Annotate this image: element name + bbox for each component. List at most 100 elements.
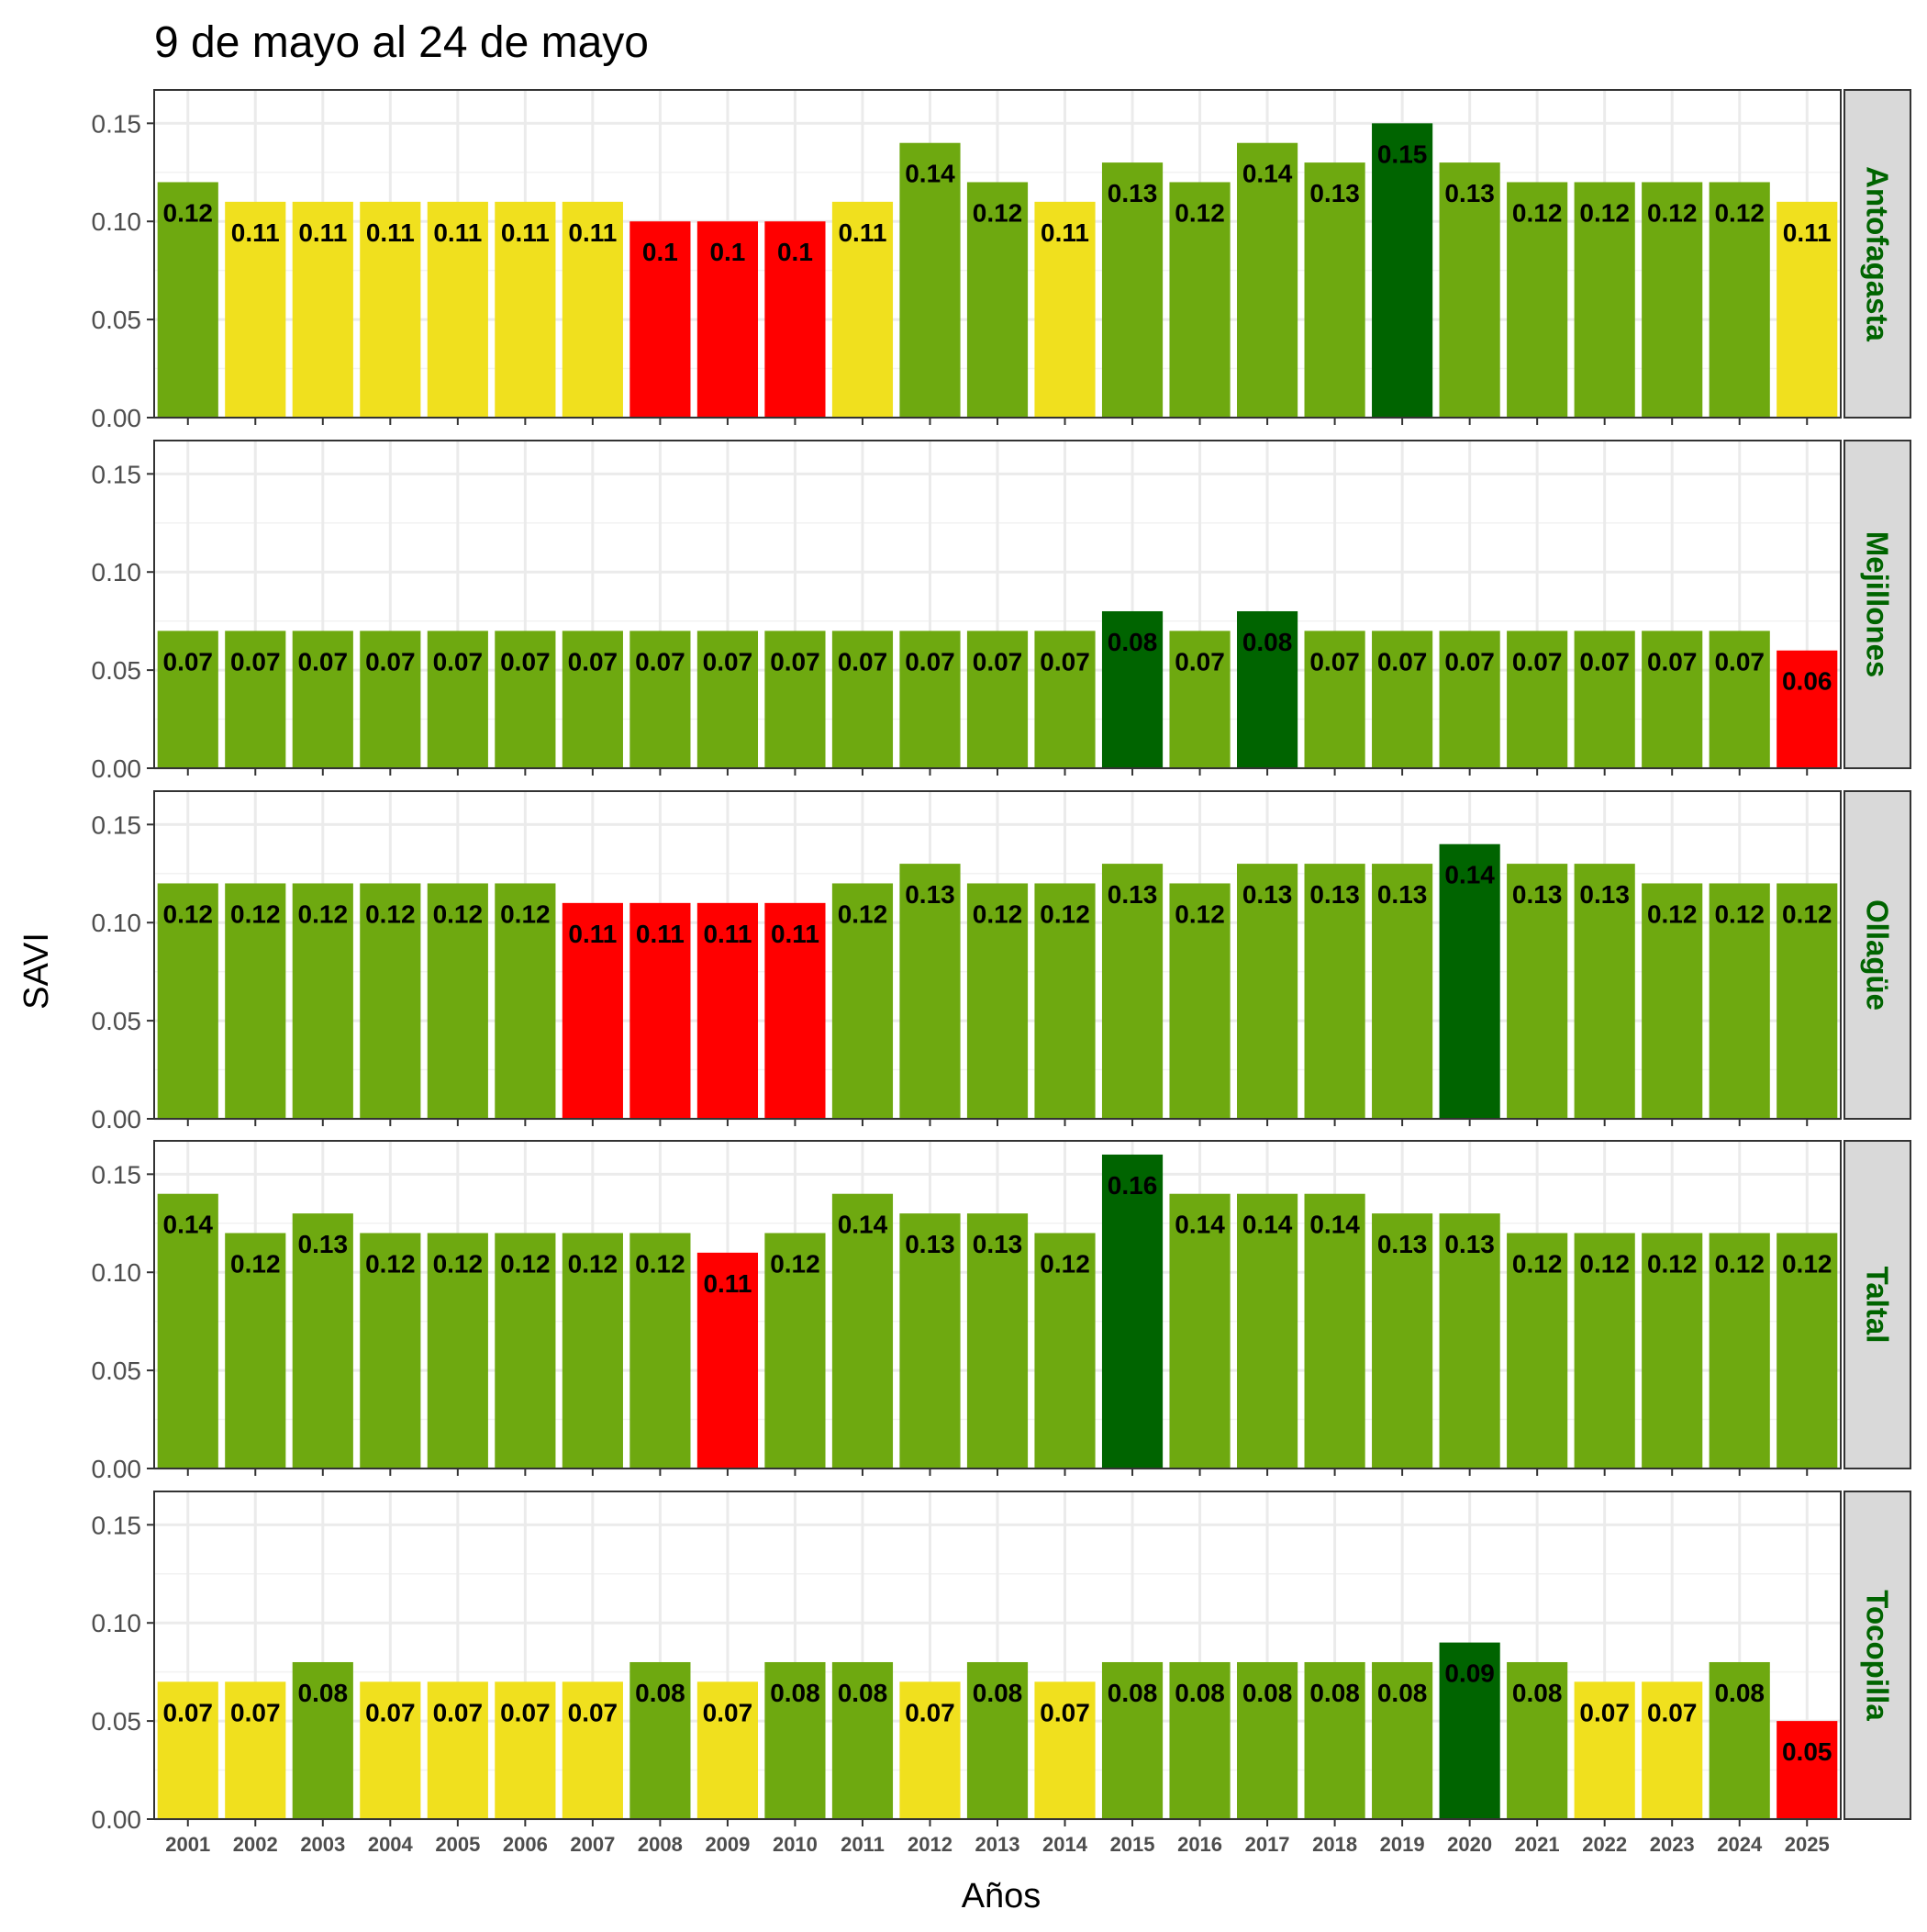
bar-2009 [696,1681,759,1819]
bar-value-label: 0.11 [1041,218,1089,247]
bar-value-label: 0.14 [1309,1211,1360,1239]
bar-value-label: 0.13 [1377,1230,1428,1258]
bar-value-label: 0.11 [433,218,482,247]
bar-value-label: 0.08 [1175,1679,1225,1707]
bar-value-label: 0.14 [1242,160,1293,188]
bar-value-label: 0.13 [1444,1230,1495,1258]
bar-value-label: 0.12 [1512,198,1563,227]
bar-2012 [899,864,961,1119]
bar-2010 [764,221,826,418]
x-tick-label: 2023 [1650,1833,1695,1856]
bar-2016 [1169,1661,1231,1819]
bar-value-label: 0.07 [1377,647,1428,676]
bar-2023 [1642,631,1703,768]
x-tick-label: 2013 [975,1833,1020,1856]
bar-2004 [360,1233,421,1469]
bar-value-label: 0.07 [568,1698,618,1726]
bar-value-label: 0.08 [1714,1679,1765,1707]
bar-2008 [629,1233,691,1469]
bar-value-label: 0.07 [1647,647,1698,676]
bar-2024 [1709,883,1770,1119]
bar-2016 [1169,1193,1231,1469]
bar-value-label: 0.13 [1444,179,1495,207]
bar-2025 [1777,883,1838,1119]
bar-value-label: 0.14 [163,1211,214,1239]
bar-value-label: 0.11 [298,218,347,247]
bar-value-label: 0.12 [635,1249,685,1278]
bar-value-label: 0.13 [905,880,955,909]
bar-value-label: 0.12 [365,1249,416,1278]
bar-2017 [1236,1193,1298,1469]
bar-2021 [1507,1661,1568,1819]
bar-value-label: 0.07 [298,647,349,676]
bar-2013 [966,182,1029,418]
bar-value-label: 0.07 [1714,647,1765,676]
facet-strip [1843,1491,1911,1820]
bar-2022 [1574,1233,1635,1469]
facet-strip [1843,1140,1911,1469]
bar-2025 [1777,201,1838,418]
bar-value-label: 0.12 [365,899,416,928]
bar-value-label: 0.09 [1444,1659,1495,1688]
x-tick-label: 2005 [435,1833,480,1856]
bar-2003 [292,631,353,768]
bar-value-label: 0.16 [1108,1171,1158,1200]
bar-value-label: 0.12 [770,1249,820,1278]
y-tick-label: 0.10 [92,1258,142,1287]
bar-2001 [157,883,218,1119]
bar-value-label: 0.12 [973,899,1023,928]
x-tick-label: 2010 [773,1833,818,1856]
bar-2014 [1034,1233,1096,1469]
bar-value-label: 0.07 [1175,647,1225,676]
bar-value-label: 0.07 [1040,647,1090,676]
x-tick-label: 2019 [1380,1833,1425,1856]
bar-2010 [764,1233,826,1469]
bar-value-label: 0.14 [1175,1211,1225,1239]
bar-2001 [157,182,218,418]
bar-value-label: 0.11 [568,920,617,948]
bar-value-label: 0.12 [230,899,281,928]
bar-value-label: 0.07 [1579,647,1630,676]
bar-2016 [1169,182,1231,418]
bar-value-label: 0.12 [1647,1249,1698,1278]
bar-2020 [1439,1213,1500,1469]
bar-2015 [1101,610,1164,768]
bar-value-label: 0.07 [1647,1698,1698,1726]
bar-value-label: 0.1 [777,238,813,266]
bar-value-label: 0.07 [1444,647,1495,676]
bar-2018 [1304,864,1365,1119]
bar-value-label: 0.07 [635,647,685,676]
y-tick-label: 0.00 [92,1105,142,1134]
bar-2014 [1034,1681,1096,1819]
bar-value-label: 0.08 [770,1679,820,1707]
x-tick-label: 2012 [908,1833,952,1856]
bar-2006 [495,883,556,1119]
facet-strip-label: Mejillones [1861,531,1895,678]
bar-value-label: 0.07 [1040,1698,1090,1726]
bar-value-label: 0.12 [298,899,349,928]
bar-2025 [1777,1233,1838,1469]
bar-value-label: 0.07 [703,1698,753,1726]
facet-strip-label: Tocopilla [1861,1590,1895,1721]
bar-value-label: 0.12 [433,1249,484,1278]
bar-2021 [1507,182,1568,418]
x-tick-label: 2022 [1582,1833,1627,1856]
bar-2015 [1101,1154,1164,1469]
bar-2009 [696,902,759,1119]
bar-value-label: 0.12 [500,1249,551,1278]
y-tick-label: 0.10 [92,207,142,236]
bar-2011 [831,1661,894,1819]
bar-2012 [899,142,961,418]
bar-value-label: 0.14 [1444,861,1495,889]
bar-2011 [831,1193,894,1469]
panel-1: 0.07 0.07 0.07 0.07 0.07 0.07 0.07 0.07 0.07 0.07… [92,440,1911,783]
bar-2005 [427,883,488,1119]
bar-value-label: 0.07 [770,647,820,676]
bar-2004 [360,883,421,1119]
bar-2007 [562,902,623,1119]
bar-value-label: 0.12 [500,899,551,928]
bar-2003 [292,1213,353,1469]
bar-2003 [292,883,353,1119]
x-axis: 2001 2002 2003 2004 2005 2006 2007 2008 2009 2010… [165,1833,1829,1856]
bar-value-label: 0.07 [703,647,753,676]
